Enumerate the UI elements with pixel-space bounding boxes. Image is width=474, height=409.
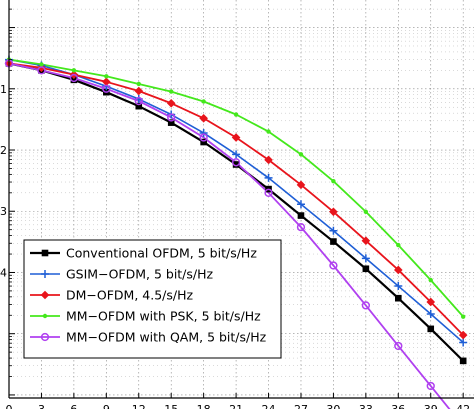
series-5-marker	[69, 73, 79, 83]
series-4-marker	[71, 68, 77, 73]
y-tick-labels: 1 2 3 4	[0, 83, 7, 280]
x-tick-label: 27	[294, 403, 308, 409]
series-4-marker	[169, 89, 174, 94]
series-3-marker	[296, 180, 306, 190]
series-2-marker	[296, 200, 305, 209]
series-4-marker	[331, 178, 336, 184]
x-tick-labels: 03691215182124273033363942	[6, 403, 471, 409]
series-4-marker	[266, 129, 271, 134]
series-1-marker	[362, 265, 370, 273]
x-tick-label: 9	[103, 403, 110, 409]
series-4-marker	[363, 209, 369, 214]
series-5-marker	[231, 158, 241, 167]
x-tick-label: 12	[132, 403, 146, 409]
legend-entry-1-marker	[41, 249, 49, 257]
legend-entry-3-label: DM−OFDM, 4.5/s/Hz	[66, 288, 193, 303]
series-5-marker	[296, 222, 306, 232]
series-2-marker	[459, 338, 468, 347]
legend-box	[23, 239, 282, 359]
series-5-marker	[394, 341, 403, 351]
series-5-marker	[167, 113, 176, 122]
series-1-marker	[297, 212, 305, 219]
series-5-marker	[199, 133, 208, 142]
legend: Conventional OFDM, 5 bit/s/Hz GSIM−OFDM, …	[23, 239, 282, 359]
series-3-marker	[329, 207, 338, 217]
legend-entry-4-label: MM−OFDM with PSK, 5 bit/s/Hz	[66, 309, 261, 324]
legend-entry-1-label: Conventional OFDM, 5 bit/s/Hz	[66, 246, 257, 261]
legend-entry-3-marker	[40, 290, 50, 300]
series-1-marker	[135, 102, 143, 110]
series-3-marker	[37, 63, 46, 73]
series-4-marker	[460, 314, 466, 319]
series-3-marker	[231, 133, 241, 142]
series-2-marker	[394, 282, 403, 291]
series-1-marker	[427, 325, 435, 333]
series-4-marker	[428, 277, 433, 283]
series-1-marker	[232, 161, 240, 168]
x-tick-label: 30	[326, 403, 340, 409]
x-tick-label: 36	[391, 403, 405, 409]
series-4-marker	[233, 112, 239, 117]
x-tick-label: 42	[456, 403, 470, 409]
series-5-marker	[264, 188, 273, 197]
series-2-marker	[426, 309, 435, 318]
legend-entry-2-marker	[41, 270, 49, 278]
series-5-marker	[329, 261, 338, 270]
series-4-marker	[39, 62, 44, 67]
series-5-marker	[426, 381, 435, 391]
series-2-marker	[329, 226, 338, 235]
series-3-marker	[394, 265, 403, 275]
series-2-marker	[232, 150, 241, 159]
series-1-marker	[459, 357, 467, 365]
legend-entry-4-marker	[42, 313, 48, 319]
x-tick-label: 6	[70, 403, 77, 409]
series-4-marker	[104, 74, 109, 79]
axis-ticks	[8, 8, 464, 398]
series-1-marker	[330, 238, 337, 245]
x-tick-label: 21	[229, 403, 243, 409]
series-2-marker	[361, 254, 370, 263]
x-tick-label: 0	[6, 403, 13, 409]
x-tick-label: 24	[262, 403, 276, 409]
series-5-marker	[37, 66, 46, 75]
series-5-marker	[134, 96, 143, 106]
series-2-marker	[264, 173, 273, 182]
series-4-marker	[136, 81, 141, 87]
series-4-marker	[201, 99, 206, 104]
y-tick-label: 1	[0, 83, 7, 96]
series-2-marker	[199, 128, 208, 137]
legend-entry-2-label: GSIM−OFDM, 5 bit/s/Hz	[66, 267, 214, 282]
series-3-marker	[134, 86, 144, 96]
x-tick-label: 15	[164, 403, 178, 409]
series-1-marker	[200, 138, 207, 146]
series-3-marker	[264, 155, 273, 165]
x-tick-label: 3	[38, 403, 45, 409]
series-4-marker	[298, 152, 304, 157]
series-5-marker	[102, 84, 111, 93]
series-1-marker	[395, 294, 402, 302]
series-1-marker	[167, 119, 175, 126]
y-tick-label: 3	[0, 205, 7, 218]
series-1-marker	[70, 76, 78, 84]
x-tick-label: 39	[424, 403, 438, 409]
series-3-marker	[458, 330, 468, 340]
y-tick-label: 4	[0, 266, 7, 279]
series-4-marker	[396, 242, 401, 248]
series-3-marker	[361, 236, 371, 246]
y-tick-label: 2	[0, 144, 7, 157]
series-3-marker	[426, 297, 436, 307]
series-5-marker	[361, 301, 371, 310]
x-tick-label: 33	[359, 403, 373, 409]
series-markers	[4, 55, 468, 391]
series-3-marker	[166, 98, 176, 108]
x-tick-label: 18	[197, 403, 211, 409]
series-3-marker	[102, 77, 111, 87]
legend-entry-5-marker	[40, 332, 50, 342]
series-3-marker	[199, 113, 208, 123]
legend-entry-5-label: MM−OFDM with QAM, 5 bit/s/Hz	[66, 330, 267, 345]
